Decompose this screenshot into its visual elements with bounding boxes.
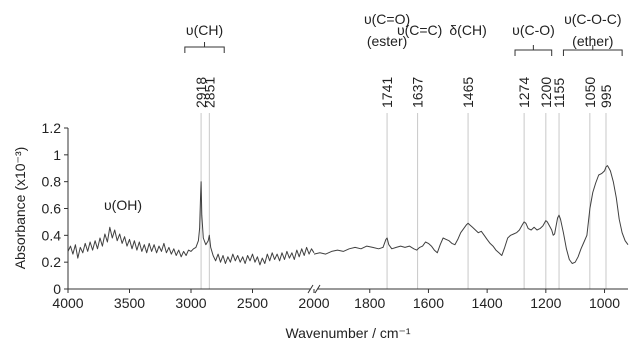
annotation-label: υ(C-O) xyxy=(512,22,555,38)
annotation-label: υ(C=C) xyxy=(397,22,442,38)
peak-label-2851: 2851 xyxy=(201,77,217,108)
annotation-label: (ester) xyxy=(367,33,407,49)
peak-label-1050: 1050 xyxy=(582,77,598,108)
x-tick-label: 1400 xyxy=(472,295,503,311)
spectrum-series-1 xyxy=(313,165,629,264)
annotation-label: (ether) xyxy=(572,33,613,49)
peak-label-995: 995 xyxy=(598,84,614,108)
axes: 0 0.2 0.4 0.6 0.8 1 1.2 4000 3500 3000 2500 2000 180… xyxy=(12,120,628,341)
x-tick-label: 4000 xyxy=(52,295,83,311)
annotation-label: υ(CH) xyxy=(186,22,223,38)
y-tick-label: 1.2 xyxy=(42,120,62,136)
y-tick-label: 0.8 xyxy=(42,174,62,190)
y-tick-label: 0.6 xyxy=(42,201,62,217)
peak-label-1741: 1741 xyxy=(379,77,395,108)
x-tick-label: 3500 xyxy=(114,295,145,311)
annotation-label: δ(CH) xyxy=(449,22,486,38)
x-axis-title: Wavenumber / cm⁻¹ xyxy=(285,325,410,341)
annotation-brackets xyxy=(184,42,623,56)
annotation-label: υ(C=O) xyxy=(364,11,410,27)
peak-label-2918: 2918 xyxy=(193,77,209,108)
reference-lines xyxy=(200,113,607,289)
bracket-ch xyxy=(184,42,225,53)
annotation-label: υ(C-O-C) xyxy=(564,11,621,27)
x-tick-label: 3000 xyxy=(175,295,206,311)
annotation-label: υ(OH) xyxy=(104,197,142,213)
x-tick-label: 1000 xyxy=(589,295,620,311)
peak-label-1274: 1274 xyxy=(516,77,532,108)
x-tick-label: 1600 xyxy=(413,295,444,311)
bracket-c-o xyxy=(514,45,553,56)
axis-break-mark xyxy=(307,284,321,294)
peak-label-1155: 1155 xyxy=(551,78,567,108)
spectrum-series-0 xyxy=(67,181,315,266)
bracket-c-o-c xyxy=(562,45,623,56)
x-tick-label: 2000 xyxy=(298,295,329,311)
y-tick-label: 0 xyxy=(53,281,61,297)
x-tick-label: 1800 xyxy=(354,295,385,311)
peak-label-1637: 1637 xyxy=(410,77,426,108)
y-tick-label: 0.4 xyxy=(42,227,62,243)
y-tick-label: 1 xyxy=(53,147,61,163)
peak-label-1465: 1465 xyxy=(460,77,476,108)
y-tick-label: 0.2 xyxy=(42,254,62,270)
y-axis-title: Absorbance (x10⁻³) xyxy=(12,147,28,270)
x-tick-label: 1200 xyxy=(530,295,561,311)
x-tick-label: 2500 xyxy=(237,295,268,311)
series-layer xyxy=(67,165,629,266)
peak-label-1200: 1200 xyxy=(538,77,554,108)
